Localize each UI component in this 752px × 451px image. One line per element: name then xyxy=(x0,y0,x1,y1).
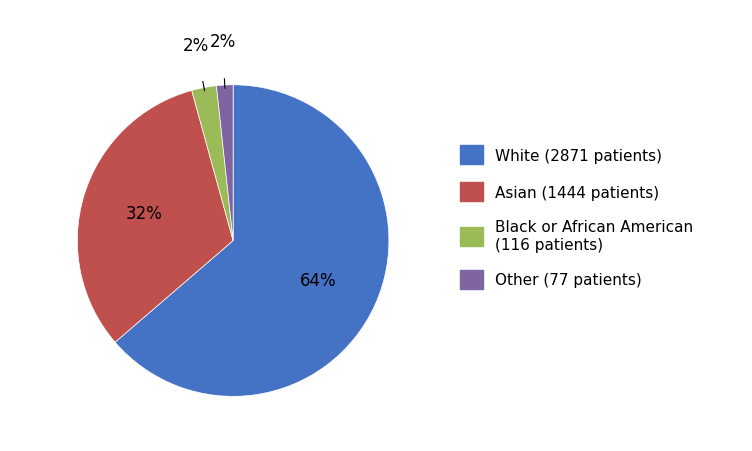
Wedge shape xyxy=(77,91,233,342)
Legend: White (2871 patients), Asian (1444 patients), Black or African American
(116 pat: White (2871 patients), Asian (1444 patie… xyxy=(459,146,693,289)
Text: 2%: 2% xyxy=(183,37,209,55)
Text: 32%: 32% xyxy=(126,205,162,223)
Wedge shape xyxy=(115,86,389,396)
Text: 2%: 2% xyxy=(209,33,235,51)
Text: 64%: 64% xyxy=(300,271,336,289)
Wedge shape xyxy=(217,86,233,241)
Wedge shape xyxy=(192,87,233,241)
